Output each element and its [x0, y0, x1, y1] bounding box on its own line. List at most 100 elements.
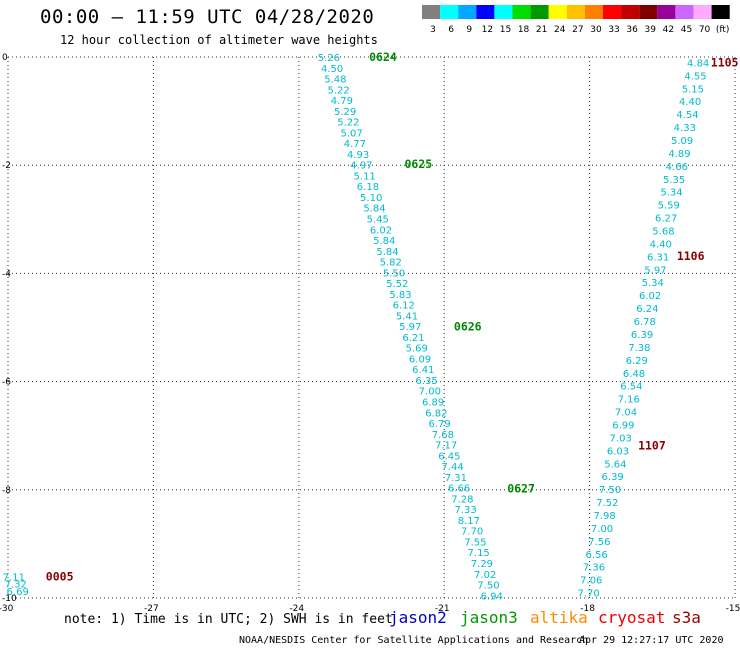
- y-tick-label: -2: [2, 161, 11, 171]
- x-tick-label: -18: [580, 604, 595, 614]
- wave-height-value: 6.56: [586, 550, 608, 561]
- wave-height-value: 5.48: [324, 75, 346, 86]
- wave-height-value: 7.50: [477, 581, 499, 592]
- wave-height-value: 8.17: [458, 516, 480, 527]
- wave-height-value: 6.94: [481, 591, 503, 602]
- wave-height-value: 6.39: [631, 330, 653, 341]
- wave-height-value: 6.69: [7, 587, 29, 598]
- wave-height-value: 6.09: [409, 354, 431, 365]
- wave-height-value: 6.99: [612, 420, 634, 431]
- wave-height-value: 6.41: [412, 365, 434, 376]
- wave-height-value: 6.21: [402, 333, 424, 344]
- legend-swatch: [621, 5, 640, 19]
- wave-height-value: 5.68: [652, 227, 674, 238]
- wave-height-value: 4.54: [676, 110, 698, 121]
- wave-height-value: 6.66: [448, 484, 470, 495]
- wave-height-value: 6.82: [425, 408, 447, 419]
- wave-height-value: 4.84: [687, 58, 709, 69]
- time-stamp-label: 1105: [711, 55, 739, 69]
- legend-swatch: [675, 5, 694, 19]
- wave-height-value: 7.38: [628, 343, 650, 354]
- wave-height-value: 7.56: [588, 537, 610, 548]
- chart-subtitle: 12 hour collection of altimeter wave hei…: [60, 33, 378, 47]
- wave-height-value: 7.15: [468, 548, 490, 559]
- wave-height-value: 5.45: [367, 214, 389, 225]
- legend-label: 70: [699, 25, 711, 35]
- time-stamp-label: 0624: [369, 50, 397, 64]
- time-stamp-label: 0627: [507, 482, 535, 496]
- wave-height-value: 5.82: [380, 258, 402, 269]
- wave-height-value: 7.98: [594, 511, 616, 522]
- wave-height-value: 7.04: [615, 408, 637, 419]
- wave-height-value: 5.41: [396, 311, 418, 322]
- wave-height-value: 5.69: [406, 344, 428, 355]
- wave-height-value: 6.31: [647, 252, 669, 263]
- wave-height-value: 4.79: [331, 96, 353, 107]
- wave-height-value: 6.02: [370, 225, 392, 236]
- legend-label: 39: [645, 25, 657, 35]
- wave-height-value: 5.09: [671, 136, 693, 147]
- wave-height-value: 7.00: [591, 524, 613, 535]
- legend-swatch: [603, 5, 622, 19]
- legend-swatch: [476, 5, 495, 19]
- wave-height-value: 7.00: [419, 387, 441, 398]
- legend-swatch: [494, 5, 513, 19]
- time-stamp-label: 0005: [46, 569, 74, 583]
- legend-swatch: [693, 5, 712, 19]
- legend-swatch: [584, 5, 603, 19]
- legend-label: 18: [518, 25, 530, 35]
- wave-height-value: 6.29: [626, 356, 648, 367]
- x-tick-label: -15: [726, 604, 740, 614]
- legend-swatch: [530, 5, 549, 19]
- wave-height-value: 4.40: [650, 239, 672, 250]
- x-tick-label: -27: [144, 604, 159, 614]
- y-tick-label: -6: [2, 378, 11, 388]
- legend-label: 3: [430, 25, 436, 35]
- wave-height-value: 7.36: [583, 563, 605, 574]
- wave-height-value: 4.40: [679, 97, 701, 108]
- legend-swatch: [657, 5, 676, 19]
- legend-label: 12: [482, 25, 493, 35]
- wave-height-value: 4.89: [668, 149, 690, 160]
- wave-height-value: 5.15: [682, 84, 704, 95]
- legend-label: 21: [536, 25, 547, 35]
- wave-height-value: 5.10: [360, 193, 382, 204]
- x-tick-label: -21: [435, 604, 450, 614]
- wave-height-value: 5.97: [399, 322, 421, 333]
- wave-height-value: 5.64: [604, 459, 626, 470]
- wave-height-value: 6.45: [438, 451, 460, 462]
- legend-label: 9: [466, 25, 472, 35]
- legend-label: 42: [663, 25, 674, 35]
- satellite-legend-altika: altika: [530, 608, 588, 627]
- wave-height-value: 6.24: [636, 304, 658, 315]
- legend-label: 36: [626, 25, 638, 35]
- wave-height-value: 6.12: [393, 301, 415, 312]
- satellite-legend-cryosat: cryosat: [598, 608, 666, 627]
- footnote: note: 1) Time is in UTC; 2) SWH is in fe…: [64, 612, 393, 627]
- wave-height-value: 6.48: [623, 369, 645, 380]
- legend-swatch: [422, 5, 441, 19]
- satellite-legend-jason3: jason3: [460, 608, 518, 627]
- wave-height-value: 5.50: [383, 268, 405, 279]
- satellite-legend-jason2: jason2: [389, 608, 447, 627]
- y-tick-label: 0: [2, 53, 8, 63]
- generated-timestamp: Apr 29 12:27:17 UTC 2020: [579, 635, 724, 646]
- wave-height-value: 5.35: [663, 175, 685, 186]
- wave-height-value: 6.27: [655, 214, 677, 225]
- wave-height-value: 5.11: [354, 171, 376, 182]
- legend-swatch: [566, 5, 585, 19]
- x-tick-label: -30: [0, 604, 14, 614]
- wave-height-value: 5.29: [334, 107, 356, 118]
- time-stamp-label: 1107: [638, 438, 666, 452]
- wave-height-value: 5.52: [386, 279, 408, 290]
- wave-height-value: 7.17: [435, 441, 457, 452]
- wave-height-value: 7.70: [577, 589, 599, 600]
- wave-height-value: 4.50: [321, 64, 343, 75]
- wave-height-value: 5.22: [337, 118, 359, 129]
- wave-height-value: 7.28: [451, 494, 473, 505]
- credit-line: NOAA/NESDIS Center for Satellite Applica…: [239, 635, 589, 646]
- wave-height-value: 7.50: [599, 485, 621, 496]
- legend-swatch: [440, 5, 459, 19]
- wave-height-value: 7.55: [464, 537, 486, 548]
- wave-height-value: 7.11: [3, 572, 25, 583]
